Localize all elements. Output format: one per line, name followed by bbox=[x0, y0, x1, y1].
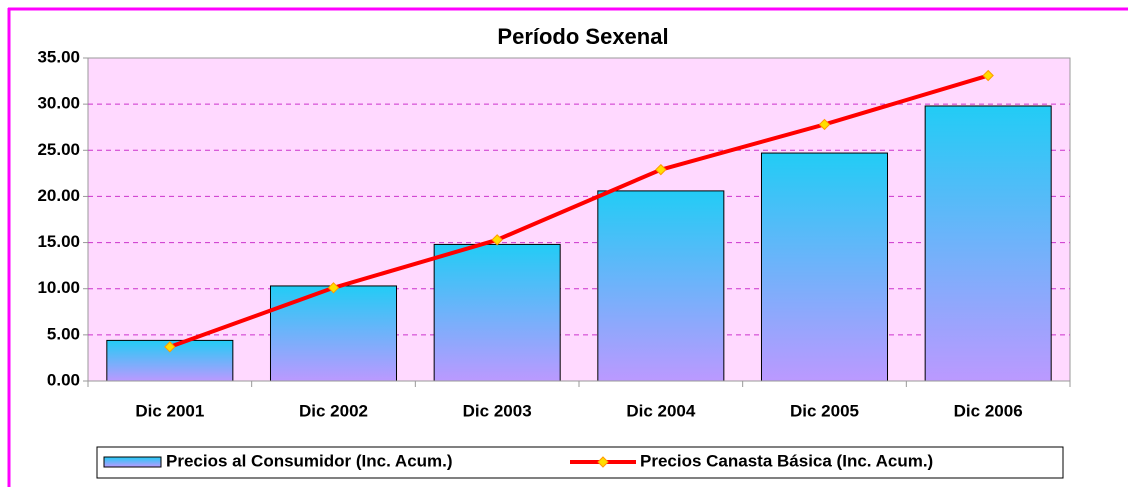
legend-marker bbox=[597, 456, 609, 468]
x-tick-label: Dic 2004 bbox=[626, 401, 696, 420]
y-tick-label: 5.00 bbox=[47, 324, 80, 343]
line-marker bbox=[164, 341, 176, 353]
y-tick-label: 20.00 bbox=[37, 186, 80, 205]
line-marker bbox=[491, 234, 503, 246]
x-tick-label: Dic 2003 bbox=[463, 401, 532, 420]
line-marker bbox=[655, 163, 667, 176]
legend-label: Precios Canasta Básica (Inc. Acum.) bbox=[640, 451, 933, 470]
line-marker bbox=[818, 118, 831, 131]
y-tick-label: 10.00 bbox=[37, 278, 80, 297]
x-tick-label: Dic 2002 bbox=[299, 401, 368, 420]
y-tick-label: 35.00 bbox=[37, 47, 80, 66]
plot-area bbox=[87, 57, 1071, 382]
line-marker bbox=[327, 282, 340, 294]
legend-swatch bbox=[103, 456, 162, 468]
y-tick-label: 30.00 bbox=[37, 94, 80, 113]
bar bbox=[597, 190, 725, 382]
bar bbox=[760, 152, 889, 382]
bar bbox=[269, 285, 398, 382]
legend-label: Precios al Consumidor (Inc. Acum.) bbox=[166, 451, 453, 470]
x-tick-label: Dic 2006 bbox=[954, 401, 1023, 420]
y-tick-label: 25.00 bbox=[37, 140, 80, 159]
y-tick-label: 0.00 bbox=[47, 370, 80, 389]
y-tick-label: 15.00 bbox=[37, 232, 80, 251]
x-tick-label: Dic 2001 bbox=[135, 401, 204, 420]
line bbox=[169, 73, 989, 349]
chart-title: Período Sexenal bbox=[497, 24, 668, 49]
bar bbox=[433, 243, 561, 382]
line-marker bbox=[982, 69, 994, 82]
bar bbox=[924, 105, 1052, 382]
x-tick-label: Dic 2005 bbox=[790, 401, 859, 420]
